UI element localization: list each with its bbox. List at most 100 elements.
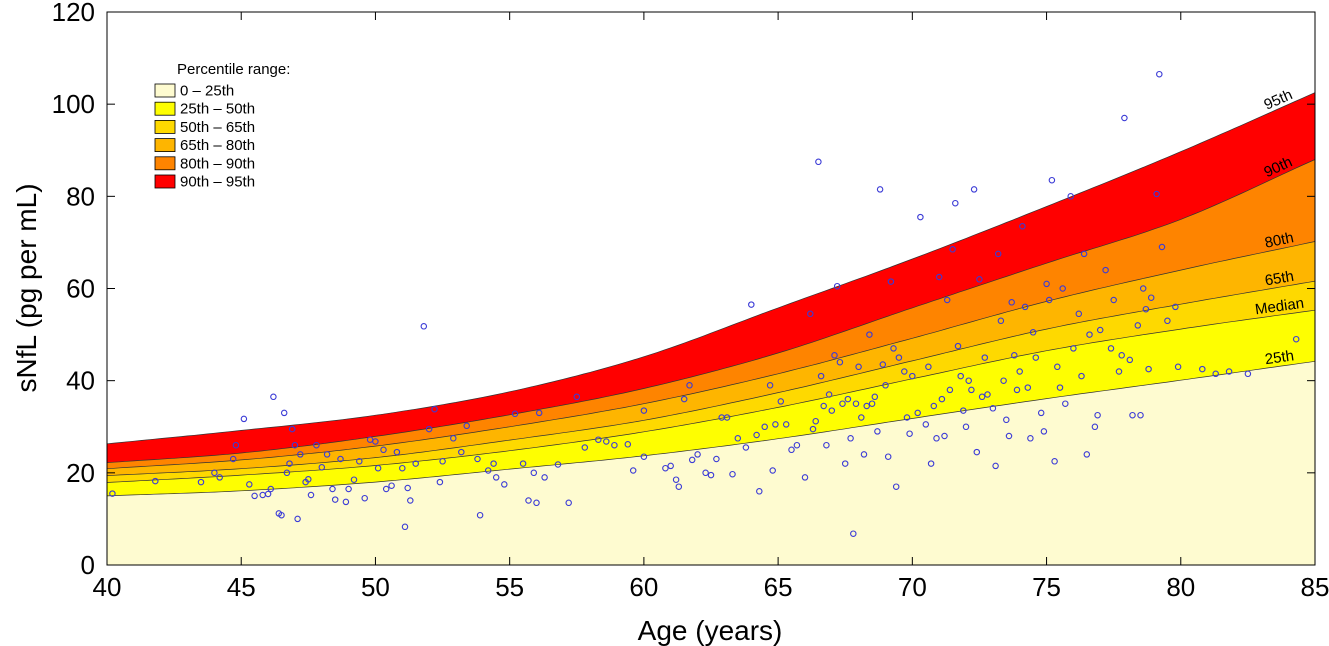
data-point: [817, 372, 825, 380]
data-point: [581, 444, 589, 451]
legend-swatch: [154, 156, 176, 171]
data-point: [211, 469, 218, 477]
data-point: [782, 421, 790, 428]
band-0-25: [107, 361, 1315, 565]
data-point: [294, 515, 301, 523]
data-point: [1110, 296, 1117, 304]
data-point: [1011, 352, 1018, 359]
data-point: [989, 405, 997, 412]
data-point: [1000, 377, 1007, 384]
data-point: [450, 435, 457, 442]
data-point: [1121, 114, 1128, 122]
data-point: [667, 462, 674, 470]
data-point: [525, 497, 532, 504]
data-point: [976, 276, 983, 283]
data-point: [640, 407, 648, 414]
data-point: [1091, 423, 1099, 431]
data-point: [501, 481, 508, 488]
x-tick-label: 80: [1166, 572, 1195, 602]
data-point: [1048, 176, 1056, 184]
data-point: [662, 464, 669, 472]
data-point: [1029, 329, 1037, 336]
y-tick-label: 60: [66, 274, 95, 304]
data-point: [935, 273, 943, 281]
data-point: [844, 395, 852, 403]
data-point: [973, 448, 981, 456]
data-point: [841, 460, 849, 467]
median-curve: [106, 309, 1316, 483]
data-point: [922, 421, 930, 428]
p90-curve: [106, 159, 1316, 464]
data-point: [962, 423, 970, 431]
data-point: [884, 453, 892, 460]
data-point: [850, 530, 857, 537]
data-point: [809, 425, 817, 433]
data-point: [388, 482, 395, 489]
data-point: [1067, 193, 1074, 200]
data-point: [286, 460, 293, 467]
data-point: [930, 402, 938, 410]
data-point: [960, 407, 967, 414]
data-point: [887, 278, 895, 285]
data-point: [984, 391, 991, 398]
data-point: [1212, 370, 1219, 378]
p65-curve: [106, 280, 1316, 476]
data-point: [917, 213, 924, 221]
data-point: [825, 391, 833, 398]
data-point: [839, 400, 846, 407]
data-point: [288, 425, 296, 433]
data-point: [297, 451, 304, 458]
legend-label: 90th – 95th: [180, 174, 255, 191]
data-point: [1225, 368, 1233, 375]
data-point: [1016, 368, 1023, 375]
data-point: [742, 444, 750, 451]
data-point: [318, 464, 326, 471]
data-point: [109, 490, 116, 497]
data-point: [1094, 411, 1101, 419]
data-point: [404, 484, 411, 492]
data-point: [1062, 400, 1069, 407]
data-point: [1153, 190, 1160, 198]
data-point: [1244, 370, 1252, 378]
legend-swatch: [154, 138, 176, 153]
data-point: [401, 523, 409, 531]
data-point: [1043, 280, 1050, 288]
data-point: [1059, 285, 1066, 292]
data-point: [541, 474, 548, 481]
data-point: [761, 423, 768, 431]
data-point: [1137, 411, 1144, 419]
x-tick-label: 55: [495, 572, 524, 602]
data-point: [823, 441, 830, 449]
p65-label: 65th: [1264, 268, 1296, 290]
data-point: [879, 361, 887, 368]
data-point: [511, 410, 519, 418]
data-point: [788, 446, 795, 454]
data-point: [807, 310, 814, 318]
percentile-curves: [106, 92, 1316, 497]
data-point: [694, 451, 701, 458]
data-point: [152, 477, 159, 485]
data-point: [777, 398, 785, 405]
data-point: [345, 485, 352, 493]
data-point: [1156, 70, 1163, 78]
data-point: [1134, 322, 1142, 329]
data-point: [855, 363, 862, 371]
data-point: [1083, 451, 1091, 458]
p95-curve: [106, 92, 1316, 445]
data-point: [484, 467, 492, 474]
data-point: [756, 488, 763, 495]
data-point: [906, 430, 913, 437]
data-point: [1003, 416, 1010, 424]
data-point: [978, 393, 986, 401]
y-tick-label: 120: [52, 0, 95, 27]
data-point: [1078, 372, 1085, 380]
y-tick-label: 40: [66, 366, 95, 396]
data-point: [1107, 345, 1115, 352]
legend-label: 80th – 90th: [180, 155, 255, 172]
data-point: [675, 483, 683, 490]
data-point: [970, 186, 978, 193]
data-point: [463, 422, 470, 430]
y-tick-label: 20: [66, 458, 95, 488]
data-point: [407, 497, 414, 504]
